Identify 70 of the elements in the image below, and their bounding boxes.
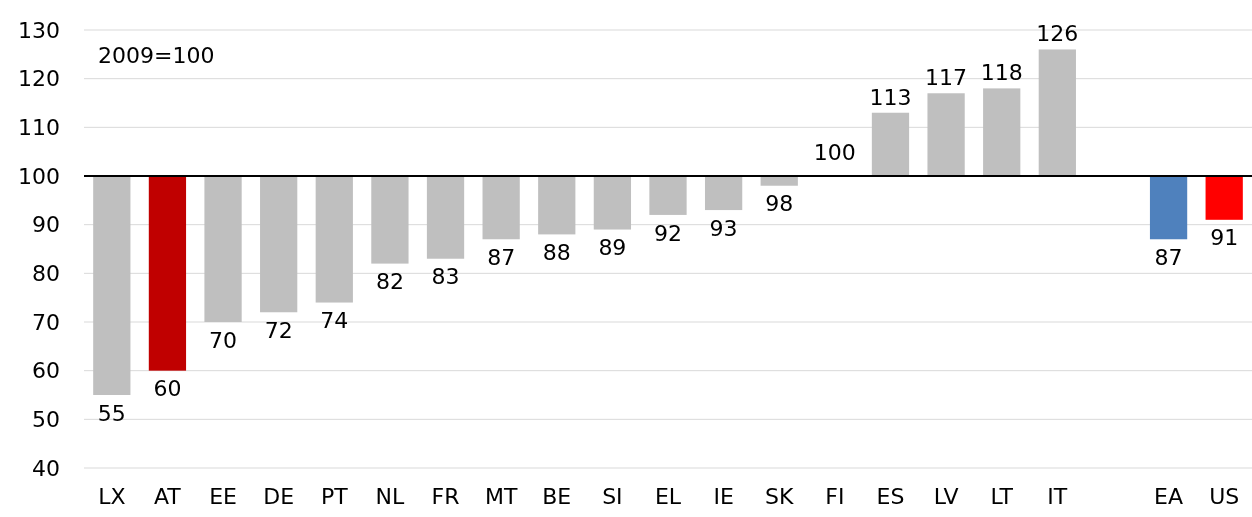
y-tick-label: 40 [32,455,60,481]
y-tick-label: 110 [18,115,60,141]
data-label: 82 [375,269,404,295]
bar [148,176,187,371]
data-label: 87 [1154,244,1183,270]
x-tick-label: EL [654,484,682,509]
bar [1149,176,1188,240]
x-tick-label: MT [484,484,518,509]
data-label: 88 [542,240,571,265]
data-label: 70 [209,327,238,353]
y-tick-label: 80 [32,261,60,287]
x-tick-label: DE [263,484,295,509]
bar [1038,49,1076,176]
data-label: 87 [487,244,516,270]
bar [1205,176,1243,220]
x-tick-label: LV [933,484,959,509]
x-tick-label: LT [990,484,1014,509]
bar [371,176,409,264]
bar [93,176,131,395]
y-tick-label: 90 [32,212,60,238]
y-tick-label: 120 [18,66,60,92]
y-tick-label: 100 [18,163,60,189]
annotation: 100 [813,140,856,165]
x-tick-label: FR [431,484,460,509]
x-tick-label: ES [876,484,905,509]
bar [871,112,910,176]
x-tick-label: LX [98,484,126,509]
data-label: 74 [320,308,349,334]
data-label: 72 [264,317,293,343]
y-tick-label: 60 [32,358,60,384]
x-tick-label: BE [542,484,572,509]
data-label: 118 [980,60,1023,86]
data-label: 60 [153,376,182,402]
x-tick-label: PT [320,484,349,509]
bar [482,176,520,240]
x-tick-label: NL [375,484,405,509]
bar [927,93,965,176]
data-label: 113 [869,84,912,110]
bar [315,176,353,303]
bar [649,176,687,215]
data-label: 83 [431,264,460,290]
x-tick-label: EA [1154,484,1184,509]
data-label: 98 [765,191,794,217]
x-tick-label: AT [154,484,182,509]
x-tick-label: US [1209,484,1240,509]
data-label: 89 [598,235,627,261]
bar [983,88,1021,176]
data-label: 55 [97,400,126,426]
y-tick-label: 70 [32,309,60,335]
data-label: 126 [1036,21,1079,47]
bar [260,176,298,313]
bar [204,176,242,322]
x-tick-label: IT [1047,484,1068,509]
x-tick-label: FI [825,484,845,509]
bar [426,176,465,259]
x-tick-label: SI [602,484,623,509]
x-tick-label: EE [209,484,237,509]
bar [760,176,798,186]
x-tick-label: SK [765,484,794,509]
data-label: 91 [1210,225,1239,251]
bar [538,176,576,235]
data-label: 93 [709,215,738,241]
bar [704,176,743,211]
annotation: 2009=100 [98,43,215,68]
bar [593,176,632,230]
y-tick-label: 50 [32,407,60,433]
y-tick-label: 130 [18,17,60,43]
data-label: 92 [654,220,682,246]
data-label: 117 [925,65,968,91]
x-tick-label: IE [713,484,734,509]
